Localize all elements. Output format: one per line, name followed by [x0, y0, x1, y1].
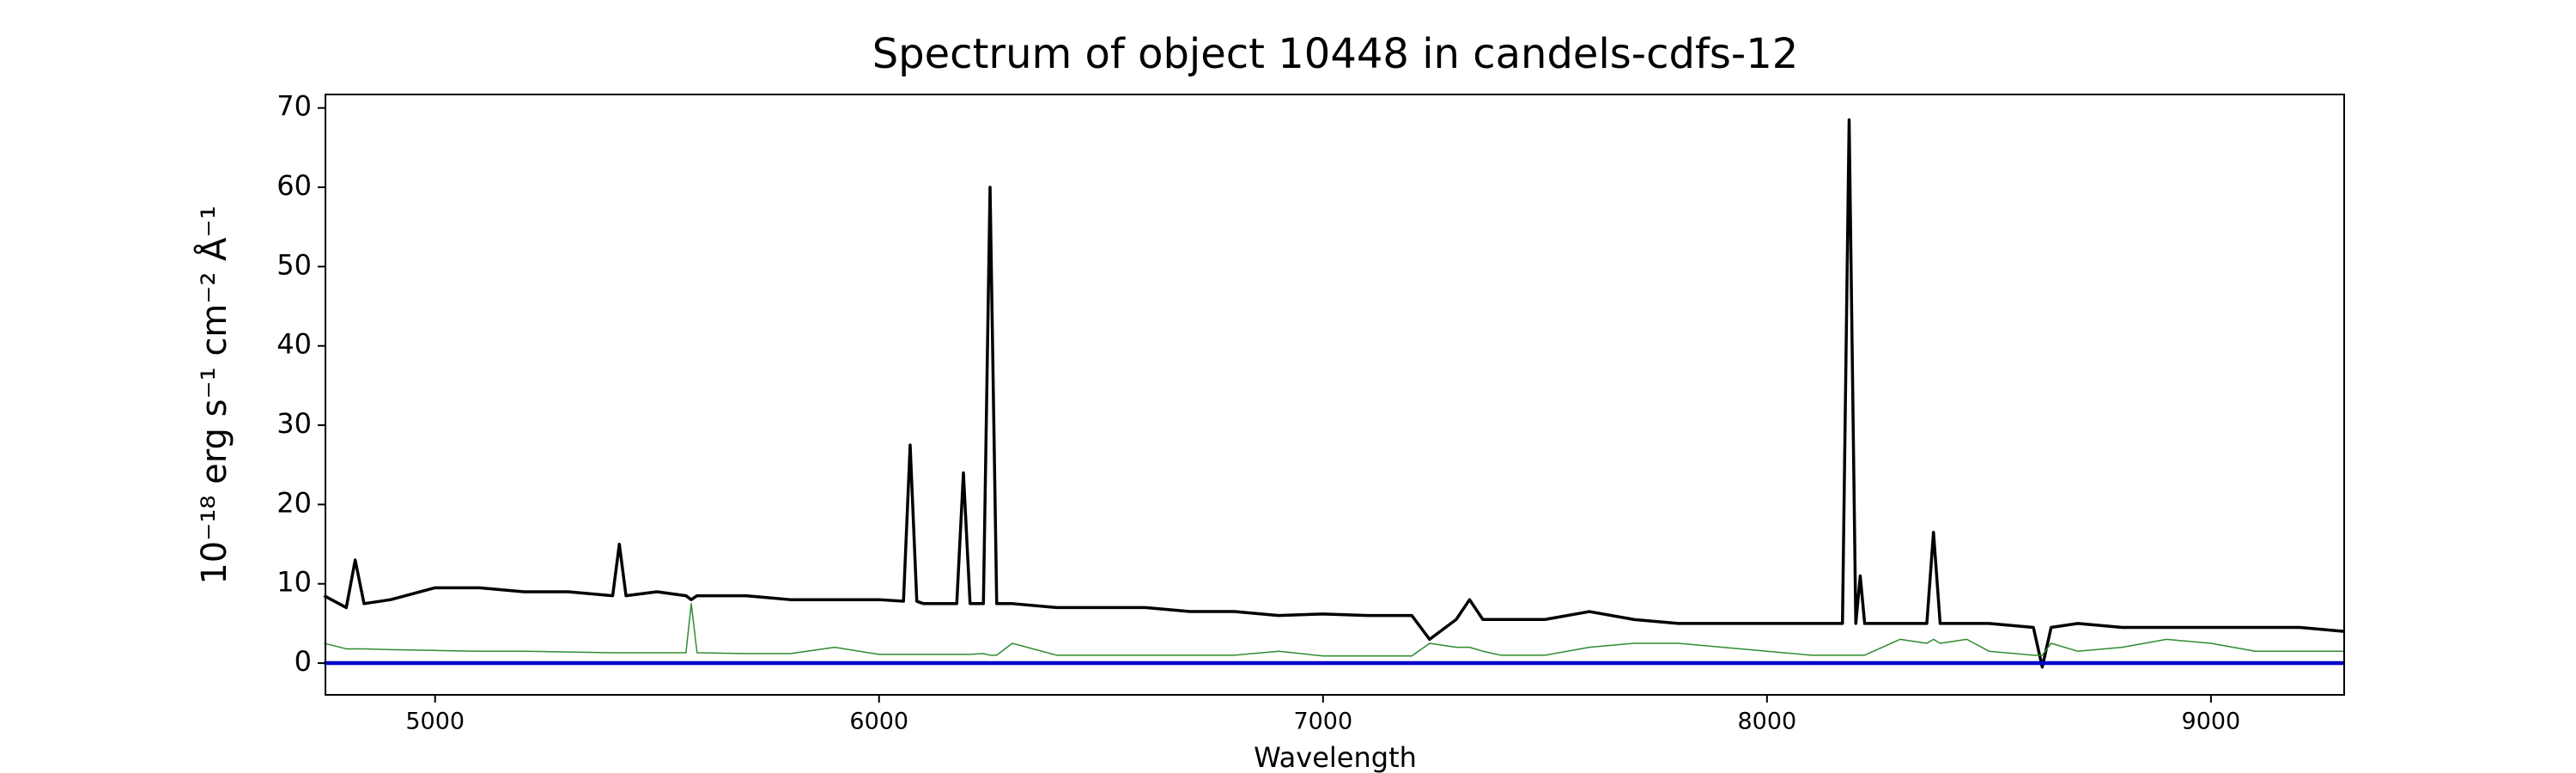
spectrum-line: [324, 603, 2344, 657]
x-tick-label: 7000: [1293, 709, 1352, 735]
y-tick-label: 70: [276, 90, 312, 123]
y-axis-label: 10⁻¹⁸ erg s⁻¹ cm⁻² Å⁻¹: [193, 205, 234, 584]
y-tick-label: 40: [276, 328, 312, 361]
spectrum-line: [323, 118, 2345, 669]
x-tick-label: 6000: [849, 709, 908, 735]
x-tick-label: 9000: [2182, 709, 2241, 735]
chart-title: Spectrum of object 10448 in candels-cdfs…: [872, 30, 1799, 78]
y-tick-label: 0: [295, 645, 312, 678]
x-tick-label: 8000: [1737, 709, 1796, 735]
y-tick-label: 30: [276, 407, 312, 440]
x-tick-label: 5000: [405, 709, 465, 735]
y-tick-label: 60: [276, 169, 312, 202]
plot-frame: [325, 94, 2345, 696]
y-tick-label: 10: [276, 566, 312, 599]
y-tick-label: 20: [276, 486, 312, 519]
x-axis-label: Wavelength: [1254, 741, 1417, 773]
y-tick-label: 50: [276, 248, 312, 281]
